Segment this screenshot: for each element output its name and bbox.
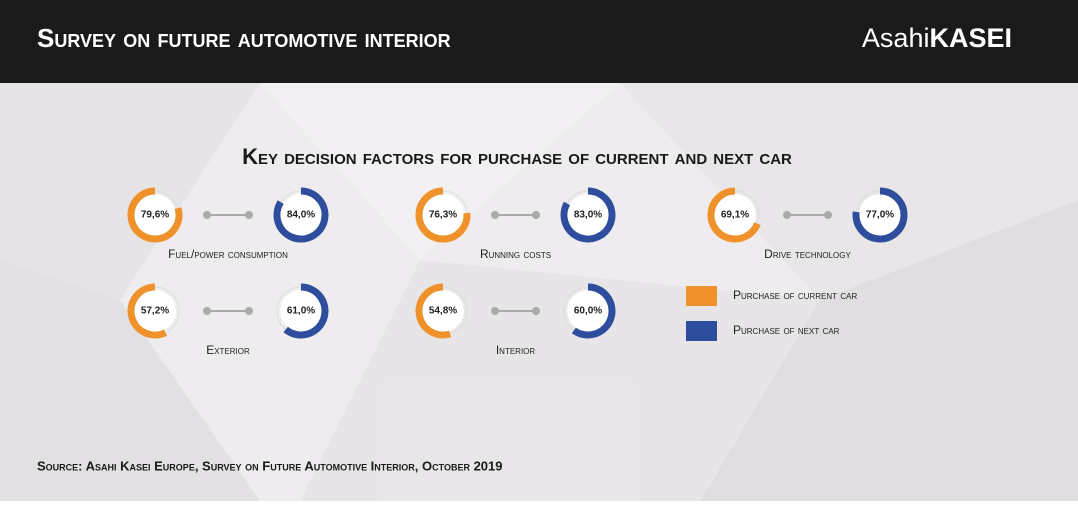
donut-center xyxy=(567,290,609,332)
connector-dot xyxy=(203,211,211,219)
value-label: 60,0% xyxy=(574,306,602,317)
donut-center xyxy=(134,194,176,236)
value-label: 69,1% xyxy=(721,210,749,221)
legend-label: Purchase of current car xyxy=(733,288,857,302)
connector-dot xyxy=(245,307,253,315)
donut-arc xyxy=(707,187,761,243)
connector-dot xyxy=(783,211,791,219)
donut-arc xyxy=(560,187,616,243)
category-label: Running costs xyxy=(480,247,551,261)
source: Source: Asahi Kasei Europe, Survey on Fu… xyxy=(37,458,503,473)
connector-dot xyxy=(491,211,499,219)
connector-dot xyxy=(245,211,253,219)
logo-light: Asahi xyxy=(862,23,930,53)
legend-swatch xyxy=(686,321,717,341)
value-label: 61,0% xyxy=(287,306,315,317)
value-label: 76,3% xyxy=(429,210,457,221)
value-label: 77,0% xyxy=(866,210,894,221)
category-label: Interior xyxy=(496,343,536,357)
donut-center xyxy=(422,194,464,236)
donut-center xyxy=(134,290,176,332)
donut-arc xyxy=(273,187,329,243)
category-label: Fuel/power consumption xyxy=(168,247,288,261)
donut-center xyxy=(280,194,322,236)
value-label: 83,0% xyxy=(574,210,602,221)
legend-swatch xyxy=(686,286,717,306)
donut-center xyxy=(280,290,322,332)
connector-dot xyxy=(203,307,211,315)
donut-arc xyxy=(852,187,908,243)
legend-label: Purchase of next car xyxy=(733,323,840,337)
donut-arc xyxy=(415,187,471,243)
value-label: 54,8% xyxy=(429,306,457,317)
value-label: 79,6% xyxy=(141,210,169,221)
donut-center xyxy=(714,194,756,236)
donut-arc xyxy=(415,283,452,339)
donut-center xyxy=(859,194,901,236)
header-bar xyxy=(0,0,1078,83)
donut-arc xyxy=(127,187,183,243)
donut-arc xyxy=(571,283,616,339)
donut-center xyxy=(567,194,609,236)
logo-bold: KASEI xyxy=(929,23,1012,53)
connector-dot xyxy=(532,307,540,315)
background-facets xyxy=(0,83,1078,501)
value-label: 84,0% xyxy=(287,210,315,221)
header-title: Survey on future automotive interior xyxy=(37,23,451,53)
chart-title: Key decision factors for purchase of cur… xyxy=(242,144,792,169)
category-label: Exterior xyxy=(206,343,250,357)
connector-dot xyxy=(491,307,499,315)
connector-dot xyxy=(532,211,540,219)
value-label: 57,2% xyxy=(141,306,169,317)
donut-center xyxy=(422,290,464,332)
donut-arc xyxy=(127,283,168,339)
donut-arc xyxy=(283,283,329,339)
connector-dot xyxy=(824,211,832,219)
logo: AsahiKASEI xyxy=(862,23,1012,53)
category-label: Drive technology xyxy=(764,247,851,261)
